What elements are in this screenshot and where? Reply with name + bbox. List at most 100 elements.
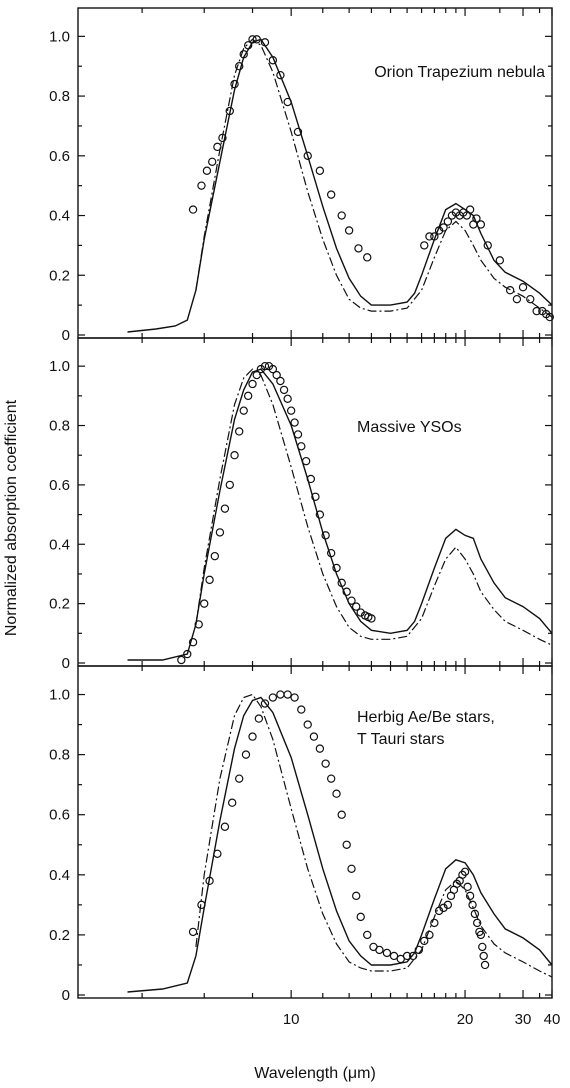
y-tick-label: 0.6 xyxy=(49,148,70,165)
data-point xyxy=(283,394,292,404)
data-point xyxy=(241,750,251,759)
data-point xyxy=(389,951,399,961)
data-point xyxy=(225,480,234,490)
data-point xyxy=(260,38,270,47)
data-point xyxy=(227,798,237,807)
data-point xyxy=(252,35,261,44)
data-point xyxy=(248,732,257,741)
x-axis-title: Wavelength (μm) xyxy=(254,1065,376,1082)
data-point xyxy=(268,364,278,374)
y-tick-label: 0.4 xyxy=(49,867,70,884)
data-point xyxy=(309,732,319,741)
data-point xyxy=(202,166,212,175)
data-point xyxy=(230,79,239,89)
data-point xyxy=(321,759,330,768)
data-point xyxy=(276,690,285,699)
data-point xyxy=(234,62,244,71)
panel-frame xyxy=(77,7,553,339)
data-point xyxy=(243,41,253,50)
y-tick-label: 0.4 xyxy=(49,536,70,553)
y-tick-label: 0 xyxy=(62,655,70,672)
data-point xyxy=(200,599,209,608)
panel-2: 0 0.2 0.4 0.6 0.8 1.0 Massive YSOs xyxy=(49,337,553,672)
series-dash-dot-line xyxy=(195,693,553,978)
data-point xyxy=(425,930,434,940)
data-point xyxy=(420,936,429,946)
data-point xyxy=(470,909,480,919)
data-point xyxy=(183,649,192,659)
data-point xyxy=(218,133,227,143)
data-point xyxy=(272,370,281,380)
data-point xyxy=(363,930,372,940)
data-point xyxy=(260,699,270,708)
data-point xyxy=(252,370,261,380)
data-point xyxy=(518,283,528,292)
x-tick-label: 20 xyxy=(457,1011,474,1028)
data-point xyxy=(234,774,244,783)
data-point xyxy=(248,379,257,389)
y-tick-label: 0.6 xyxy=(49,477,70,494)
data-point xyxy=(337,211,346,220)
data-point xyxy=(430,232,439,241)
data-point xyxy=(495,256,505,265)
panel-1: 0 0.2 0.4 0.6 0.8 1.0 Orion Trapezium nebula xyxy=(49,7,554,344)
data-point xyxy=(239,50,248,59)
data-point xyxy=(351,891,361,901)
data-point xyxy=(375,945,384,955)
data-point xyxy=(230,451,239,460)
data-point xyxy=(315,166,325,175)
data-point xyxy=(213,849,222,858)
data-point xyxy=(363,253,372,262)
series-solid-line xyxy=(127,368,553,661)
data-point xyxy=(354,244,363,253)
data-point xyxy=(303,151,312,161)
y-tick-label: 0.8 xyxy=(49,418,70,435)
data-point xyxy=(315,744,325,753)
panel-frame xyxy=(77,665,553,999)
data-point xyxy=(286,406,296,415)
series-solid-line xyxy=(127,696,553,993)
data-point xyxy=(512,294,522,304)
data-point xyxy=(194,620,203,629)
series-circles xyxy=(188,690,490,970)
data-point xyxy=(243,391,253,401)
data-point xyxy=(344,226,354,235)
data-point xyxy=(367,614,376,623)
data-point xyxy=(197,181,206,190)
y-tick-label: 0.6 xyxy=(49,807,70,824)
data-point xyxy=(239,406,248,415)
x-tick-label: 40 xyxy=(544,1011,561,1028)
y-tick-label: 1.0 xyxy=(49,28,70,45)
data-point xyxy=(532,306,541,316)
data-point xyxy=(476,930,486,940)
data-point xyxy=(220,822,230,831)
data-point xyxy=(326,774,336,783)
data-point xyxy=(188,638,198,647)
y-tick-label: 0.8 xyxy=(49,88,70,105)
data-point xyxy=(465,205,475,214)
data-point xyxy=(402,951,412,961)
data-point xyxy=(430,918,439,928)
data-point xyxy=(297,705,306,714)
data-point xyxy=(347,596,356,605)
data-point xyxy=(408,951,418,961)
data-point xyxy=(337,578,346,588)
data-point xyxy=(283,690,292,699)
data-point xyxy=(483,241,492,250)
data-point xyxy=(311,492,320,501)
y-tick-label: 0 xyxy=(62,987,70,1004)
data-point xyxy=(268,693,278,702)
data-point xyxy=(293,127,303,137)
data-point xyxy=(463,882,472,892)
data-point xyxy=(213,142,222,152)
data-point xyxy=(382,948,392,958)
data-point xyxy=(545,312,554,322)
data-point xyxy=(297,442,306,451)
data-point xyxy=(268,56,278,65)
data-point xyxy=(356,912,365,922)
data-point xyxy=(215,528,225,537)
data-point xyxy=(208,157,217,166)
data-point xyxy=(326,190,336,199)
data-point xyxy=(315,510,325,519)
